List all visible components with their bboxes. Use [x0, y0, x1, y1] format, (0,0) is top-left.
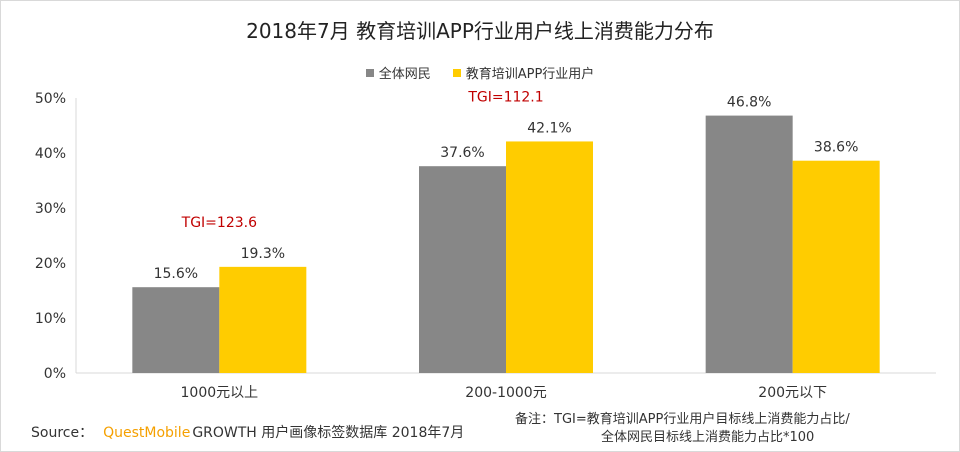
data-label: 46.8%	[727, 95, 771, 111]
tgi-annotation: TGI=112.1	[467, 89, 543, 105]
chart-legend: 全体网民 教育培训APP行业用户	[1, 63, 959, 82]
brand-name: QuestMobile	[103, 425, 191, 441]
data-label: 37.6%	[440, 145, 484, 161]
data-label: 38.6%	[814, 140, 858, 156]
bar-edu-app-users	[506, 141, 593, 373]
y-tick-label: 40%	[35, 146, 66, 162]
footnote-line-2: 全体网民目标线上消费能力占比*100	[601, 430, 815, 445]
data-label: 19.3%	[241, 246, 285, 262]
y-tick-label: 50%	[35, 91, 66, 107]
source-detail: GROWTH 用户画像标签数据库 2018年7月	[192, 425, 465, 441]
source-line: Source： QuestMobile GROWTH 用户画像标签数据库 2018年…	[31, 422, 464, 442]
bar-edu-app-users	[792, 160, 880, 373]
bar-all-netizens	[132, 287, 220, 373]
data-label: 42.1%	[527, 120, 571, 136]
y-tick-label: 30%	[35, 201, 66, 217]
legend-label-all-netizens: 全体网民	[378, 67, 431, 82]
y-tick-label: 10%	[35, 311, 66, 327]
legend-swatch-edu-app-users	[452, 68, 461, 77]
source-label: Source：	[31, 425, 94, 441]
data-label: 15.6%	[154, 266, 198, 282]
legend-item-edu-app-users: 教育培训APP行业用户	[452, 63, 595, 82]
x-tick-label: 200元以下	[758, 385, 827, 401]
legend-item-all-netizens: 全体网民	[365, 63, 431, 82]
legend-label-edu-app-users: 教育培训APP行业用户	[465, 67, 595, 82]
bar-all-netizens	[705, 115, 793, 373]
footnote-line-1: 备注：TGI=教育培训APP行业用户目标线上消费能力占比/	[515, 412, 850, 427]
y-tick-label: 0%	[44, 366, 66, 382]
tgi-annotation: TGI=123.6	[181, 215, 257, 231]
x-tick-label: 1000元以上	[181, 385, 259, 401]
bar-edu-app-users	[219, 266, 307, 373]
footnote: 备注：TGI=教育培训APP行业用户目标线上消费能力占比/ 全体网民目标线上消费…	[515, 411, 850, 447]
chart-title: 2018年7月 教育培训APP行业用户线上消费能力分布	[246, 19, 714, 43]
legend-swatch-all-netizens	[365, 68, 374, 77]
bar-all-netizens	[419, 166, 506, 373]
y-tick-label: 20%	[35, 256, 66, 272]
bar-chart: 0% 10% 20% 30% 40% 50% 15.6% 19.3% 1000元以上 37.6% 4…	[35, 89, 936, 401]
x-tick-label: 200-1000元	[465, 385, 546, 401]
